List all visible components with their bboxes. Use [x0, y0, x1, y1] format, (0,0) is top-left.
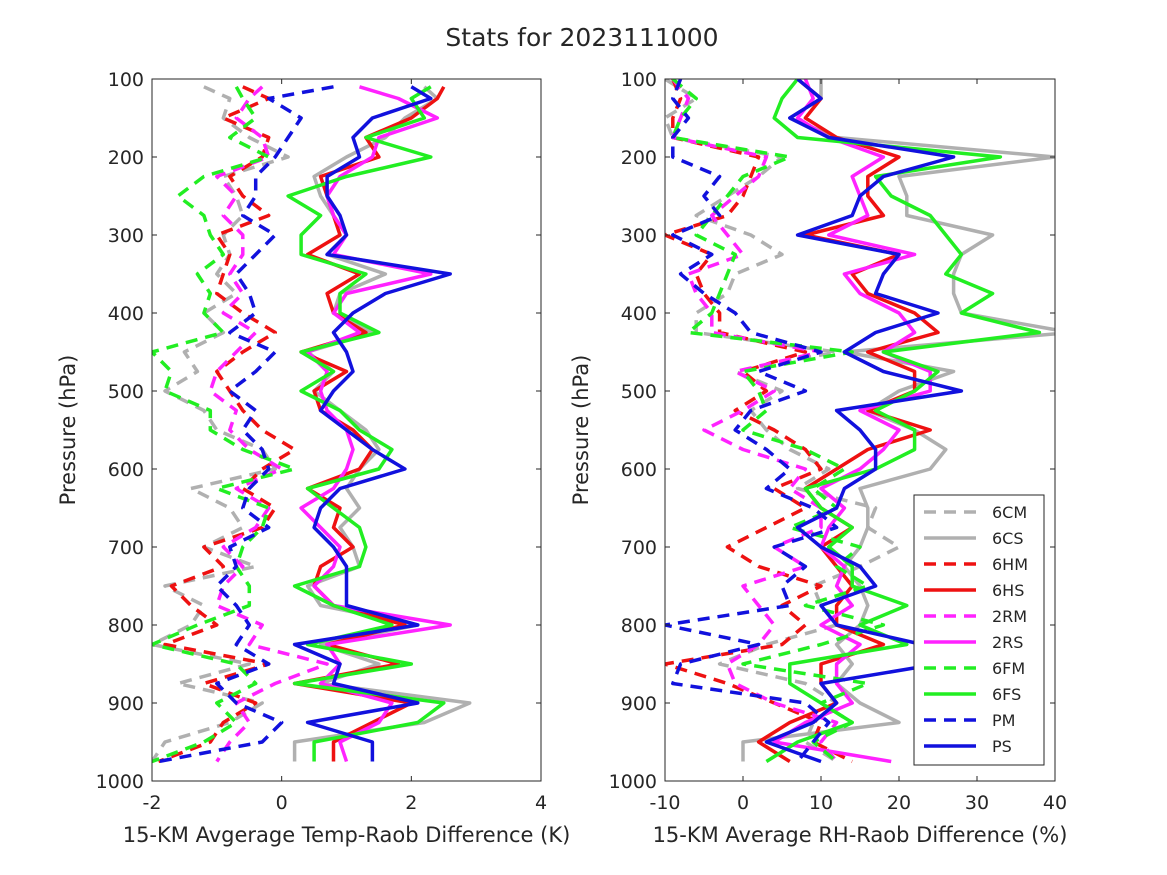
- x-tick-label: 0: [737, 792, 749, 814]
- y-tick-label: 700: [108, 537, 144, 559]
- y-tick-label: 500: [621, 381, 657, 403]
- y-tick-label: 300: [108, 225, 144, 247]
- y-tick-label: 1000: [96, 771, 144, 793]
- series-line-ps: [292, 85, 452, 762]
- y-tick-label: 100: [108, 69, 144, 91]
- y-tick-label: 400: [108, 303, 144, 325]
- y-tick-label: 800: [108, 615, 144, 637]
- axes-box: [151, 78, 542, 782]
- series-line-2rm: [208, 85, 329, 763]
- y-tick-label: 600: [621, 459, 657, 481]
- series-line-pm: [158, 85, 334, 764]
- series-line-6fs: [286, 85, 446, 762]
- legend: 6CM 6CS 6HM 6HS 2RM 2RS 6FM 6FS PM PS: [913, 494, 1045, 766]
- legend-label-6cs: 6CS: [992, 529, 1024, 548]
- series-line-6fs: [765, 79, 1042, 763]
- series-line-2rm: [671, 79, 839, 763]
- x-tick-label: 20: [887, 792, 911, 814]
- x-tick-label: 10: [809, 792, 833, 814]
- y-tick-label: 400: [621, 303, 657, 325]
- x-axis-label: 15-KM Average RH-Raob Difference (%): [653, 823, 1068, 847]
- legend-label-6hm: 6HM: [992, 555, 1028, 574]
- legend-label-6cm: 6CM: [992, 503, 1027, 522]
- y-tick-label: 200: [621, 147, 657, 169]
- figure-title: Stats for 2023111000: [445, 23, 718, 52]
- y-tick-label: 1000: [609, 771, 657, 793]
- y-tick-label: 100: [621, 69, 657, 91]
- series-line-6hm: [157, 85, 297, 764]
- series-line-2rs: [772, 79, 932, 764]
- series-group: [665, 79, 1055, 764]
- y-tick-label: 600: [108, 459, 144, 481]
- x-tick-label: -10: [649, 792, 680, 814]
- series-group: [152, 85, 472, 764]
- legend-label-2rs: 2RS: [992, 633, 1023, 652]
- x-tick-label: -2: [143, 792, 162, 814]
- series-line-6cm: [665, 79, 901, 763]
- y-tick-label: 200: [108, 147, 144, 169]
- y-tick-label: 900: [621, 693, 657, 715]
- legend-label-ps: PS: [992, 737, 1012, 756]
- x-tick-label: 0: [276, 792, 288, 814]
- legend-label-2rm: 2RM: [992, 607, 1027, 626]
- x-tick-label: 40: [1043, 792, 1067, 814]
- y-tick-label: 700: [621, 537, 657, 559]
- legend-label-6hs: 6HS: [992, 581, 1024, 600]
- y-tick-label: 500: [108, 381, 144, 403]
- legend-label-pm: PM: [992, 711, 1015, 730]
- x-axis-label: 15-KM Avgerage Temp-Raob Difference (K): [123, 823, 571, 847]
- y-tick-label: 800: [621, 615, 657, 637]
- legend-box: [913, 494, 1045, 766]
- series-line-6fm: [671, 79, 886, 763]
- x-tick-label: 30: [965, 792, 989, 814]
- x-tick-label: 2: [405, 792, 417, 814]
- legend-label-6fs: 6FS: [992, 685, 1021, 704]
- axes-box: [664, 78, 1056, 782]
- series-line-6cm: [152, 85, 290, 763]
- series-line-pm: [665, 79, 839, 763]
- y-tick-label: 900: [108, 693, 144, 715]
- temp-difference-panel: -2 0 2 4 100 200 300 400 500 600 700 800 900 1000 15-K…: [56, 69, 570, 847]
- legend-label-6fm: 6FM: [992, 659, 1025, 678]
- y-tick-label: 300: [621, 225, 657, 247]
- rh-difference-panel: -10 0 10 20 30 40 100 200 300 400 500 600 700 800 900 1…: [569, 69, 1068, 847]
- y-axis-label: Pressure (hPa): [56, 355, 80, 506]
- x-tick-label: 4: [535, 792, 547, 814]
- series-line-6fm: [152, 85, 297, 764]
- series-line-6hm: [665, 79, 853, 764]
- y-axis-label: Pressure (hPa): [569, 355, 593, 506]
